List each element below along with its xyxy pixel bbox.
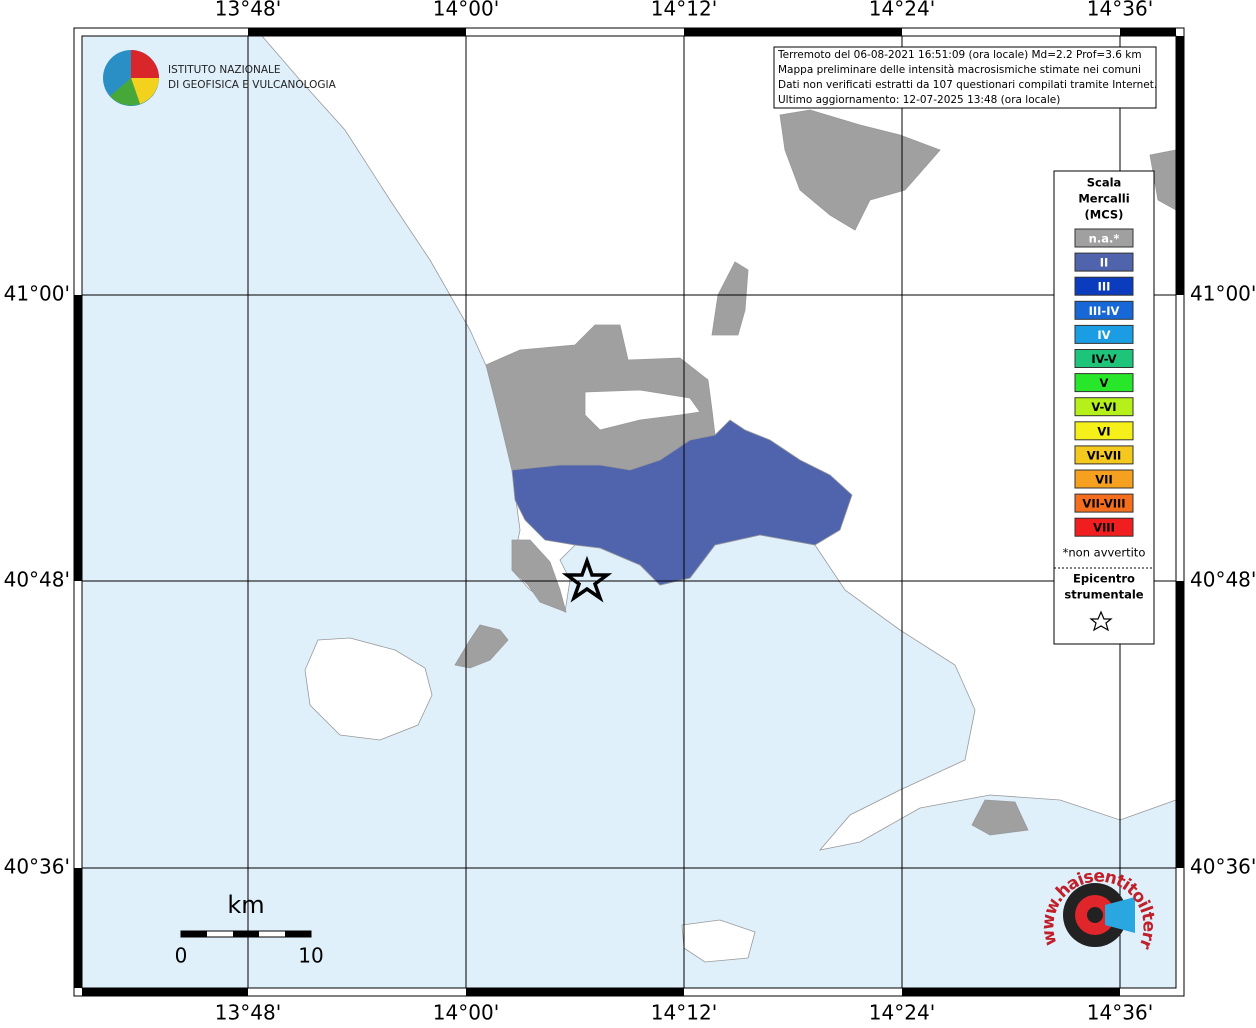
scale-end: 10: [298, 944, 323, 968]
legend-label: VI: [1097, 424, 1110, 438]
bottom-label: 14°24': [869, 1001, 935, 1025]
legend-epicenter: strumentale: [1064, 588, 1143, 602]
legend-label: VII-VIII: [1082, 497, 1125, 511]
right-label: 40°48': [1190, 568, 1256, 592]
top-label: 14°24': [869, 0, 935, 21]
legend-swatch: [1074, 445, 1134, 465]
epicenter-star: [561, 555, 613, 603]
legend-swatch: [1074, 421, 1134, 441]
legend-swatch: [1074, 349, 1134, 368]
scale-start: 0: [175, 944, 188, 968]
right-label: 40°36': [1190, 855, 1256, 879]
scale-unit: km: [227, 891, 264, 919]
legend-swatch: [1074, 252, 1134, 272]
axis-labels: 13°48' 14°00' 14°12' 14°24' 14°36' 13°48' 14°0…: [4, 0, 1256, 1025]
left-label: 40°36': [4, 855, 70, 879]
legend-star: [1089, 610, 1113, 632]
island-procida: [454, 624, 509, 669]
bottom-label: 14°00': [433, 1001, 499, 1025]
legend-swatch: [1074, 276, 1134, 296]
legend-swatch: [1074, 469, 1134, 489]
right-label: 41°00': [1190, 282, 1256, 306]
top-label: 13°48': [215, 0, 281, 21]
legend-title: (MCS): [1085, 208, 1124, 222]
legend-label: IV: [1097, 328, 1110, 342]
legend-swatch: [1074, 493, 1134, 513]
legend-label: VI-VII: [1087, 448, 1122, 462]
legend-label: VIII: [1093, 521, 1115, 535]
legend-swatch: [1074, 324, 1134, 344]
legend-swatch: [1074, 300, 1134, 320]
logo-text: ISTITUTO NAZIONALE: [168, 64, 281, 76]
land: [261, 35, 1177, 963]
legend-swatch: [1074, 517, 1134, 537]
bottom-label: 14°12': [651, 1001, 717, 1025]
legend-label: II: [1100, 256, 1109, 270]
legend: Scala Mercalli (MCS) *non avvertito Epic…: [1053, 170, 1155, 645]
legend-label: IV-V: [1091, 352, 1116, 366]
legend-label: III: [1098, 280, 1111, 294]
legend-label: VII: [1095, 473, 1112, 487]
legend-swatch: [1074, 373, 1134, 393]
area-ii: [511, 419, 853, 586]
info-line: Dati non verificati estratti da 107 ques…: [778, 79, 1157, 91]
logo: ISTITUTO NAZIONALE DI GEOFISICA E VULCAN…: [103, 50, 337, 106]
top-label: 14°12': [651, 0, 717, 21]
bottom-label: 13°48': [215, 1001, 281, 1025]
top-label: 14°00': [433, 0, 499, 21]
info-line: Ultimo aggiornamento: 12-07-2025 13:48 (…: [778, 94, 1060, 106]
top-label: 14°36': [1087, 0, 1153, 21]
area-white: [584, 389, 701, 431]
legend-label: V-VI: [1091, 400, 1116, 414]
legend-swatch: [1074, 397, 1134, 417]
info-line: Mappa preliminare delle intensità macros…: [778, 64, 1141, 76]
left-label: 40°48': [4, 568, 70, 592]
legend-title: Scala: [1087, 176, 1122, 190]
info-box: Terremoto del 06-08-2021 16:51:09 (ora l…: [773, 46, 1157, 109]
area-na: [971, 799, 1029, 836]
info-line: Terremoto del 06-08-2021 16:51:09 (ora l…: [777, 49, 1142, 61]
legend-swatch: [1074, 228, 1134, 248]
left-label: 41°00': [4, 282, 70, 306]
legend-label: V: [1100, 376, 1109, 390]
frame: [73, 27, 1185, 997]
legend-epicenter: Epicentro: [1073, 572, 1135, 586]
legend-note: *non avvertito: [1063, 546, 1146, 560]
legend-label: III-IV: [1089, 304, 1120, 318]
island-ischia: [304, 637, 433, 741]
legend-label: n.a.*: [1089, 232, 1120, 246]
bottom-label: 14°36': [1087, 1001, 1153, 1025]
scale-bar: km 0 10: [175, 891, 324, 968]
legend-title: Mercalli: [1078, 192, 1129, 206]
area-na: [779, 109, 941, 231]
area-na: [511, 539, 567, 613]
logo-text: DI GEOFISICA E VULCANOLOGIA: [168, 79, 337, 91]
